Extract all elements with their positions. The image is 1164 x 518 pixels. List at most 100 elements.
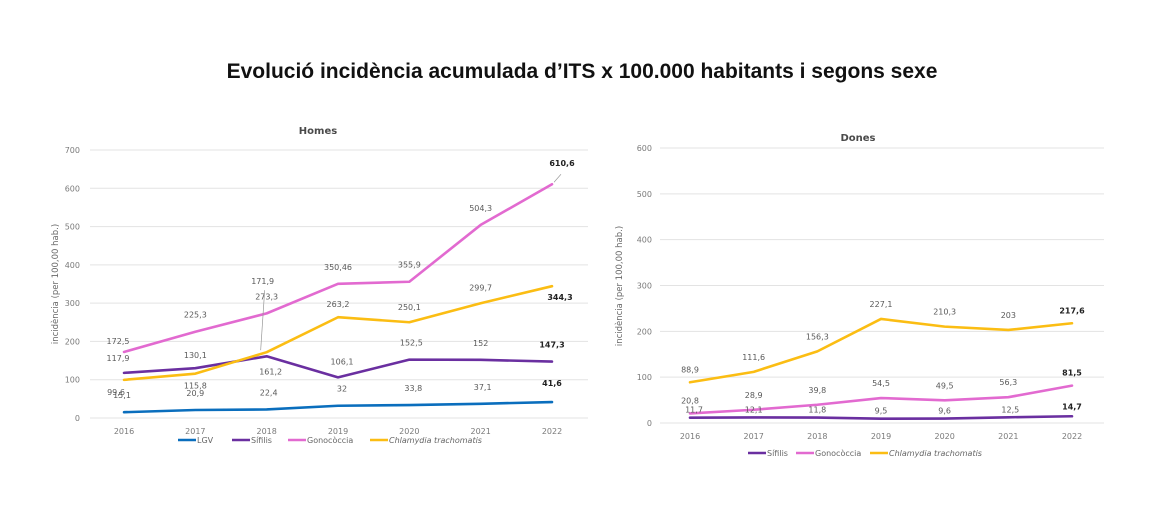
y-tick-label: 400 xyxy=(637,236,652,245)
y-axis-label: incidència (per 100,00 hab.) xyxy=(50,224,61,344)
data-label: 37,1 xyxy=(474,383,492,392)
data-label: 115,8 xyxy=(184,382,207,391)
x-tick-label: 2019 xyxy=(871,432,891,441)
data-label: 504,3 xyxy=(469,204,492,213)
data-label: 227,1 xyxy=(870,300,893,309)
x-tick-label: 2017 xyxy=(743,432,763,441)
data-label: 299,7 xyxy=(469,283,492,292)
data-label: 20,8 xyxy=(681,396,699,405)
data-label: 15,1 xyxy=(113,391,131,400)
chart-title: Dones xyxy=(840,133,875,144)
y-tick-label: 500 xyxy=(65,223,80,232)
series-line-chlamydia-trachomatis xyxy=(688,317,1074,384)
data-label: 130,1 xyxy=(184,351,207,360)
y-tick-label: 0 xyxy=(75,414,80,423)
data-label: 172,5 xyxy=(107,337,130,346)
y-tick-label: 300 xyxy=(637,282,652,291)
data-label: 117,9 xyxy=(107,354,130,363)
data-label: 111,6 xyxy=(742,353,765,362)
legend-item: Chlamydia trachomatis xyxy=(870,449,982,458)
data-label: 12,1 xyxy=(745,405,763,414)
x-tick-label: 2020 xyxy=(934,432,954,441)
x-tick-label: 2021 xyxy=(470,427,490,436)
legend-item: Chlamydia trachomatis xyxy=(370,436,482,445)
legend-label: Gonocòccia xyxy=(815,448,861,458)
chart-dones: Dones 0 100 200 300 400 500 600 incidència (per … xyxy=(614,133,1104,458)
data-label: 28,9 xyxy=(745,391,763,400)
data-label: 54,5 xyxy=(872,379,890,388)
y-tick-label: 200 xyxy=(65,337,80,346)
data-label: 156,3 xyxy=(806,332,829,341)
data-label: 99,6 xyxy=(107,388,125,397)
leader-line xyxy=(553,173,562,183)
data-label: 210,3 xyxy=(933,308,956,317)
legend-label: LGV xyxy=(197,436,214,445)
data-label: 12,5 xyxy=(1001,405,1019,414)
data-label: 217,6 xyxy=(1059,306,1085,315)
data-label: 610,6 xyxy=(549,159,575,168)
legend-item: LGV xyxy=(178,436,214,445)
x-tick-label: 2022 xyxy=(542,427,562,436)
data-label: 49,5 xyxy=(936,381,954,390)
data-label: 263,2 xyxy=(327,300,350,309)
data-label: 147,3 xyxy=(539,341,564,350)
y-tick-label: 100 xyxy=(65,376,80,385)
data-label: 56,3 xyxy=(999,378,1017,387)
legend-label: Chlamydia trachomatis xyxy=(389,436,482,445)
data-label: 20,9 xyxy=(186,389,204,398)
data-label: 11,7 xyxy=(685,406,703,415)
y-tick-label: 700 xyxy=(65,146,80,155)
data-label: 171,9 xyxy=(251,277,274,286)
x-tick-label: 2018 xyxy=(807,432,827,441)
data-label: 250,1 xyxy=(398,303,421,312)
y-tick-label: 400 xyxy=(65,261,80,270)
data-label: 81,5 xyxy=(1062,369,1082,378)
x-tick-label: 2021 xyxy=(998,432,1018,441)
y-tick-label: 100 xyxy=(637,373,652,382)
legend-item: Gonocòccia xyxy=(796,448,861,458)
data-label: 33,8 xyxy=(404,384,422,393)
data-label: 88,9 xyxy=(681,365,699,374)
x-tick-label: 2016 xyxy=(680,432,700,441)
x-tick-label: 2020 xyxy=(399,427,419,436)
y-tick-label: 600 xyxy=(65,184,80,193)
y-tick-label: 500 xyxy=(637,190,652,199)
data-label: 9,6 xyxy=(938,407,951,416)
data-label: 203 xyxy=(1001,311,1016,320)
x-tick-label: 2017 xyxy=(185,427,205,436)
chart-title: Homes xyxy=(299,126,337,137)
legend-item: Sífilis xyxy=(748,449,788,458)
data-label: 32 xyxy=(337,385,347,394)
y-axis-label: incidència (per 100,00 hab.) xyxy=(614,226,625,346)
data-label: 152,5 xyxy=(400,339,423,348)
x-tick-label: 2019 xyxy=(328,427,348,436)
data-label: 350,46 xyxy=(324,263,352,272)
data-label: 344,3 xyxy=(547,293,572,302)
data-label: 106,1 xyxy=(331,357,354,366)
legend-label: Gonocòccia xyxy=(307,435,353,445)
data-label: 22,4 xyxy=(260,388,278,397)
data-label: 11,8 xyxy=(808,406,826,415)
data-label: 39,8 xyxy=(808,386,826,395)
series-line-lgv xyxy=(122,400,554,414)
legend-item: Sífilis xyxy=(232,436,272,445)
series-line-s-filis xyxy=(688,414,1074,420)
page-title: Evolució incidència acumulada d’ITS x 10… xyxy=(226,60,938,83)
y-tick-label: 0 xyxy=(647,419,652,428)
legend-label: Chlamydia trachomatis xyxy=(889,449,982,458)
y-tick-label: 200 xyxy=(637,327,652,336)
x-tick-label: 2018 xyxy=(256,427,276,436)
data-label: 273,3 xyxy=(255,292,278,301)
legend-label: Sífilis xyxy=(767,449,788,458)
x-tick-label: 2016 xyxy=(114,427,134,436)
data-label: 152 xyxy=(473,339,488,348)
data-label: 9,5 xyxy=(875,407,888,416)
data-label: 41,6 xyxy=(542,379,562,388)
data-label: 225,3 xyxy=(184,311,207,320)
data-label: 355,9 xyxy=(398,261,421,270)
legend-label: Sífilis xyxy=(251,436,272,445)
x-tick-label: 2022 xyxy=(1062,432,1082,441)
y-tick-label: 600 xyxy=(637,144,652,153)
chart-homes: Homes 0 100 200 300 400 500 600 700 incidència (p… xyxy=(50,126,588,445)
